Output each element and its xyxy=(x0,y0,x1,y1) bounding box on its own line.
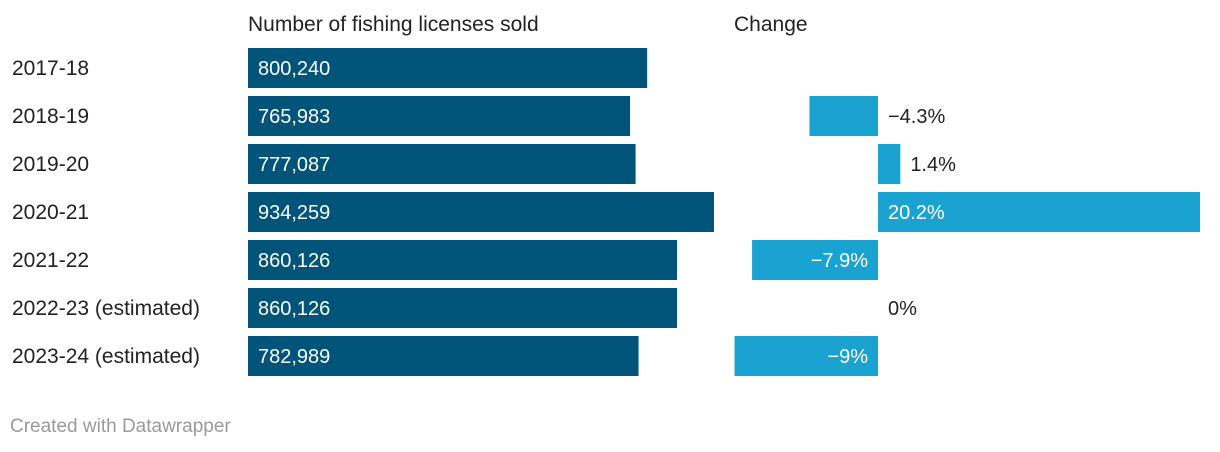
category-label: 2019-20 xyxy=(12,153,89,176)
change-value-label: 20.2% xyxy=(888,202,945,224)
licenses-bar xyxy=(248,336,639,376)
category-label: 2023-24 (estimated) xyxy=(12,345,200,368)
change-value-label: 0% xyxy=(888,298,917,320)
licenses-bar xyxy=(248,96,631,136)
change-bar xyxy=(878,192,1200,232)
licenses-value-label: 860,126 xyxy=(258,298,330,320)
change-column-header: Change xyxy=(734,13,808,36)
category-label: 2020-21 xyxy=(12,201,89,224)
change-bar xyxy=(878,144,901,184)
change-bar xyxy=(809,96,878,136)
change-value-label: −7.9% xyxy=(811,250,868,272)
chart-rows: 2017-18 800,240 2018-19 765,983 −4.3% 2019-20… xyxy=(12,48,1200,376)
licenses-value-label: 800,240 xyxy=(258,58,330,80)
licenses-bar xyxy=(248,192,714,232)
category-label: 2021-22 xyxy=(12,249,89,272)
change-bar xyxy=(734,336,878,376)
licenses-value-label: 934,259 xyxy=(258,202,330,224)
licenses-bar xyxy=(248,48,648,88)
licenses-value-label: 782,989 xyxy=(258,346,330,368)
datawrapper-credit: Created with Datawrapper xyxy=(10,416,231,437)
licenses-value-label: 765,983 xyxy=(258,106,330,128)
change-bar xyxy=(752,240,878,280)
category-label: 2018-19 xyxy=(12,105,89,128)
licenses-bar xyxy=(248,240,678,280)
change-value-label: 1.4% xyxy=(910,154,956,176)
change-value-label: −9% xyxy=(827,346,868,368)
change-value-label: −4.3% xyxy=(888,106,945,128)
licenses-value-label: 777,087 xyxy=(258,154,330,176)
category-label: 2022-23 (estimated) xyxy=(12,297,200,320)
licenses-value-label: 860,126 xyxy=(258,250,330,272)
licenses-bar xyxy=(248,144,636,184)
licenses-column-header: Number of fishing licenses sold xyxy=(248,13,539,36)
licenses-bar xyxy=(248,288,678,328)
category-label: 2017-18 xyxy=(12,57,89,80)
